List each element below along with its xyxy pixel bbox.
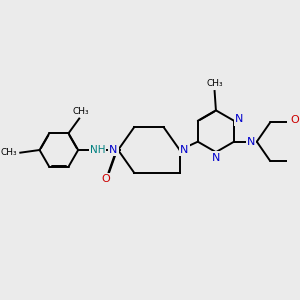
Text: CH₃: CH₃ xyxy=(72,106,89,116)
Text: CH₃: CH₃ xyxy=(206,79,223,88)
Text: N: N xyxy=(247,137,255,147)
Text: CH₃: CH₃ xyxy=(1,148,17,157)
Text: N: N xyxy=(180,145,189,155)
Text: NH: NH xyxy=(90,145,105,155)
Text: O: O xyxy=(290,115,299,125)
Text: N: N xyxy=(235,114,244,124)
Text: N: N xyxy=(212,152,220,163)
Text: N: N xyxy=(109,145,118,155)
Text: O: O xyxy=(101,174,110,184)
